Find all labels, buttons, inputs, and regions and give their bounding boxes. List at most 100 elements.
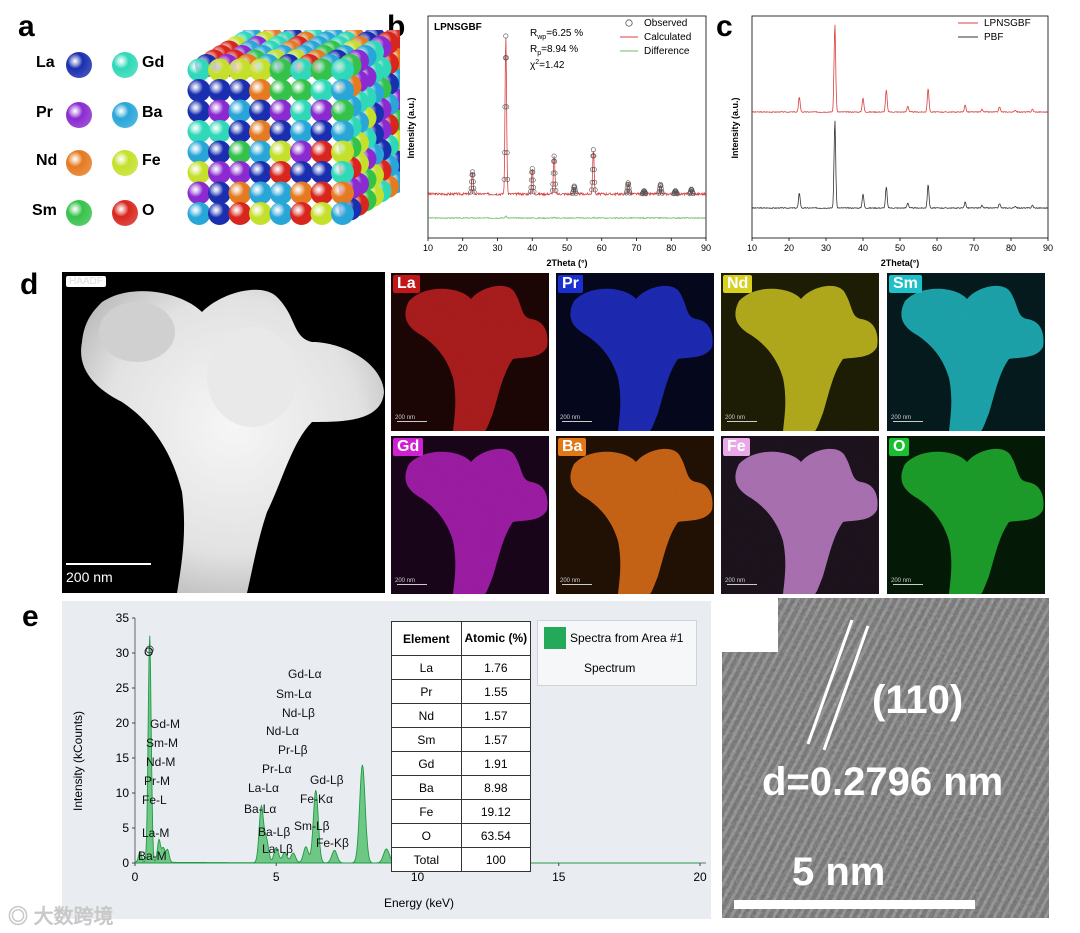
x-c-tick: 70	[969, 243, 979, 253]
watermark-logo-icon: ◎	[8, 906, 34, 928]
fe-ball-icon	[110, 148, 140, 183]
hrtem-scale-bar	[734, 900, 975, 909]
y-axis-label-e: Intensity (kCounts)	[71, 711, 85, 811]
atomic-percent-cell: 63.54	[460, 823, 532, 848]
edx-peak-label: Pr-Lα	[262, 762, 292, 776]
chi2-label: χ2=1.42	[530, 59, 565, 71]
x-axis-label-e: Energy (keV)	[384, 896, 454, 910]
y-tick-e: 0	[122, 856, 129, 870]
element-cell: Gd	[391, 751, 462, 776]
o-peak-marker-icon	[145, 645, 154, 654]
legend-pbf: PBF	[984, 32, 1003, 43]
eds-map-gd: Gd 200 nm	[391, 436, 549, 594]
eds-map-la: La 200 nm	[391, 273, 549, 431]
edx-peak-label: Sm-Lα	[276, 687, 312, 701]
x-c-tick: 80	[1006, 243, 1016, 253]
pr-ball-icon	[64, 100, 94, 135]
rp-label: Rp=8.94 %	[530, 44, 578, 57]
pbf-series	[751, 120, 1049, 210]
y-tick-e: 10	[116, 786, 130, 800]
nd-ball-icon	[64, 148, 94, 183]
panel-label-a: a	[18, 10, 35, 43]
eds-map-pr: Pr 200 nm	[556, 273, 714, 431]
y-axis-label-c: Intensity (a.u.)	[730, 97, 740, 158]
map-scale-label: 200 nm	[891, 415, 912, 421]
eds-map-tag: Nd	[723, 275, 753, 293]
ba-ball-icon	[110, 100, 140, 135]
eds-map-tag: O	[889, 438, 910, 456]
sm-ball-icon	[64, 198, 94, 233]
x-b-tick: 10	[423, 243, 433, 253]
table-row: Fe 19.12	[391, 799, 532, 824]
x-b-tick: 50	[562, 243, 572, 253]
haadf-scale-label: 200 nm	[66, 569, 113, 585]
watermark-text: 大数跨境	[33, 906, 114, 928]
legend-lpnsgbf: LPNSGBF	[984, 18, 1031, 29]
haadf-scale-bar	[66, 563, 151, 565]
x-c-tick: 90	[1043, 243, 1053, 253]
legend-label-ba: Ba	[142, 104, 163, 121]
map-scale-bar	[562, 421, 592, 422]
edx-peak-label: La-M	[142, 826, 169, 840]
hrtem-label-box	[722, 598, 778, 652]
table-row: Sm 1.57	[391, 727, 532, 752]
watermark: ◎ 大数跨境	[8, 900, 114, 929]
table-row: Total 100	[391, 847, 532, 872]
table-row: Nd 1.57	[391, 703, 532, 728]
edx-peak-label: Gd-M	[150, 717, 180, 731]
eds-map-o: O 200 nm	[887, 436, 1045, 594]
x-b-tick: 60	[597, 243, 607, 253]
edx-peak-label: Ba-Lβ	[258, 825, 290, 839]
x-tick-e: 0	[132, 870, 139, 884]
xrd-refinement-chart: LPNSGBF Rwp=6.25 % Rp=8.94 % χ2=1.42 Obs…	[406, 15, 711, 268]
legend-calculated: Calculated	[644, 32, 691, 43]
atomic-percent-cell: 1.76	[460, 655, 532, 680]
x-c-tick: 40	[858, 243, 868, 253]
element-cell: Total	[391, 847, 462, 872]
x-b-tick: 20	[458, 243, 468, 253]
hrtem-image: (110) d=0.2796 nm 5 nm	[722, 598, 1049, 918]
la-ball-icon	[64, 50, 94, 85]
map-scale-label: 200 nm	[395, 415, 416, 421]
map-scale-label: 200 nm	[725, 415, 746, 421]
edx-peak-label: Pr-M	[144, 774, 170, 788]
o-ball-icon	[110, 198, 140, 233]
atomic-percent-table: Element Atomic (%) La 1.76 Pr 1.55 Nd 1.57 Sm 1…	[391, 621, 532, 872]
x-c-tick: 60	[932, 243, 942, 253]
edx-peak-label: Ba-M	[138, 849, 167, 863]
haadf-image: HAADF 200 nm	[62, 272, 385, 593]
table-row: La 1.76	[391, 655, 532, 680]
eds-map-fe: Fe 200 nm	[721, 436, 879, 594]
y-tick-e: 35	[116, 611, 130, 625]
element-cell: Fe	[391, 799, 462, 824]
x-b-tick: 80	[666, 243, 676, 253]
edx-peak-label: Sm-M	[146, 736, 178, 750]
table-row: Ba 8.98	[391, 775, 532, 800]
legend-label-o: O	[142, 202, 155, 219]
map-scale-bar	[397, 584, 427, 585]
map-scale-bar	[562, 584, 592, 585]
table-row: Pr 1.55	[391, 679, 532, 704]
edx-peak-label: Sm-Lβ	[294, 819, 330, 833]
y-axis-label-b: Intensity (a.u.)	[406, 97, 416, 158]
x-b-tick: 40	[527, 243, 537, 253]
map-scale-label: 200 nm	[395, 578, 416, 584]
plane-label: (110)	[872, 678, 964, 722]
element-cell: O	[391, 823, 462, 848]
panel-label-e: e	[22, 600, 39, 633]
table-header-atomic: Atomic (%)	[460, 621, 532, 656]
edx-peak-label: Nd-Lα	[266, 724, 299, 738]
x-b-tick: 90	[701, 243, 711, 253]
panel-label-d: d	[20, 268, 39, 301]
hrtem-scale-label: 5 nm	[792, 850, 886, 894]
atomic-percent-cell: 1.91	[460, 751, 532, 776]
y-tick-e: 5	[122, 821, 129, 835]
lpnsgbf-series	[751, 24, 1049, 114]
edx-legend-sub: Spectrum	[584, 661, 636, 675]
map-scale-bar	[893, 584, 923, 585]
element-legend: La Gd Pr Ba Nd Fe Sm O	[30, 48, 180, 228]
edx-peak-label: Ba-Lα	[244, 802, 276, 816]
table-header-element: Element	[391, 621, 462, 656]
x-c-tick: 50	[895, 243, 905, 253]
map-scale-label: 200 nm	[560, 415, 581, 421]
